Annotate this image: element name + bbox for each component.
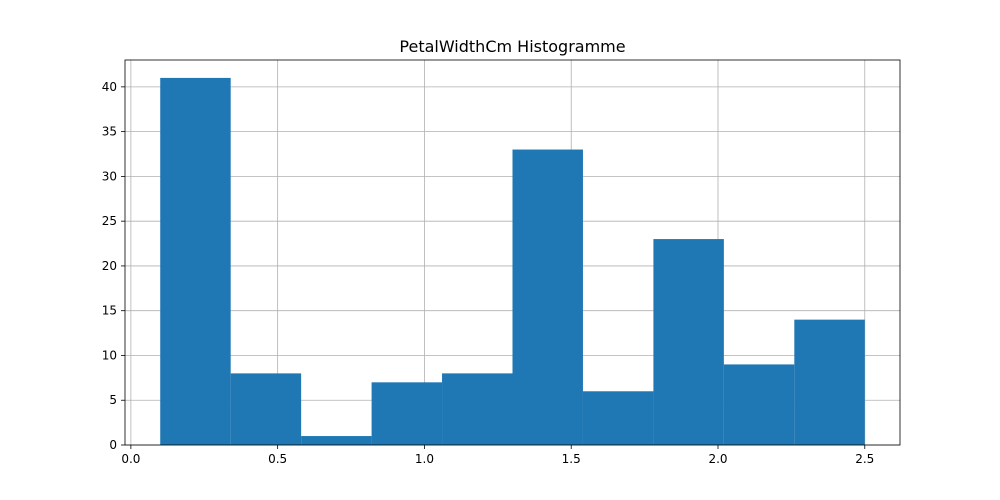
histogram-bar: [160, 77, 231, 445]
plot-frame: [124, 59, 901, 446]
x-tick-label: 2.5: [855, 452, 874, 466]
y-tick-label: 35: [102, 125, 117, 139]
histogram-bar: [230, 373, 302, 445]
histogram-bars: [160, 77, 865, 445]
x-tick-label: 2.0: [708, 452, 727, 466]
y-tick-label: 15: [102, 304, 117, 318]
chart-title: PetalWidthCm Histogramme: [399, 37, 625, 56]
histogram-bar: [371, 382, 443, 445]
y-tick-label: 25: [102, 214, 117, 228]
y-tick-label: 20: [102, 259, 117, 273]
axes: 0.0 0.5 1.0 1.5 2.0 2.5 0 5 10 15 20 25 30 35 40: [102, 80, 875, 466]
histogram-bar: [653, 239, 724, 445]
y-tick-label: 0: [109, 438, 117, 452]
histogram-bar: [582, 391, 654, 445]
y-tick-label: 40: [102, 80, 117, 94]
y-tick-label: 5: [109, 393, 117, 407]
x-tick-label: 1.5: [562, 452, 581, 466]
histogram-bar: [794, 319, 865, 445]
x-tick-label: 1.0: [415, 452, 434, 466]
histogram-bar: [442, 373, 513, 445]
y-tick-label: 30: [102, 169, 117, 183]
x-tick-label: 0.5: [268, 452, 287, 466]
histogram-bar: [301, 436, 372, 445]
histogram-bar: [512, 149, 583, 445]
y-tick-label: 10: [102, 348, 117, 362]
x-tick-label: 0.0: [121, 452, 140, 466]
histogram-bar: [723, 364, 795, 445]
